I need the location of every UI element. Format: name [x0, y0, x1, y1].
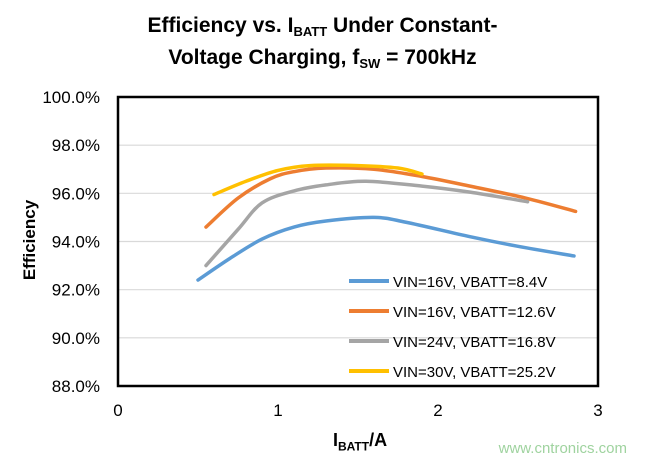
x-tick-label: 3 [593, 401, 602, 420]
y-tick-label: 98.0% [52, 136, 100, 155]
y-tick-label: 96.0% [52, 184, 100, 203]
chart-title-line1: Efficiency vs. IBATT Under Constant- [147, 14, 498, 39]
series-line-1 [196, 215, 576, 282]
y-tick-label: 88.0% [52, 377, 100, 396]
series-line-2 [204, 166, 578, 229]
legend-label-3: VIN=24V, VBATT=16.8V [393, 334, 556, 351]
legend-label-1: VIN=16V, VBATT=8.4V [393, 274, 547, 291]
x-axis-label: IBATT/A [332, 430, 388, 454]
y-tick-label: 94.0% [52, 233, 100, 252]
legend-label-2: VIN=16V, VBATT=12.6V [393, 304, 556, 321]
legend-label-4: VIN=30V, VBATT=25.2V [393, 364, 556, 381]
watermark: www.cntronics.com [498, 440, 627, 457]
series-line-3 [204, 179, 530, 268]
y-tick-label: 92.0% [52, 281, 100, 300]
x-tick-label: 0 [113, 401, 122, 420]
y-axis-label: Efficiency [20, 199, 39, 281]
series-line-4 [212, 163, 424, 197]
chart-title-line2: Voltage Charging, fSW = 700kHz [168, 46, 477, 71]
x-tick-label: 1 [273, 401, 282, 420]
y-tick-label: 90.0% [52, 329, 100, 348]
y-tick-label: 100.0% [42, 88, 100, 107]
x-tick-label: 2 [433, 401, 442, 420]
plot-border [116, 95, 600, 388]
